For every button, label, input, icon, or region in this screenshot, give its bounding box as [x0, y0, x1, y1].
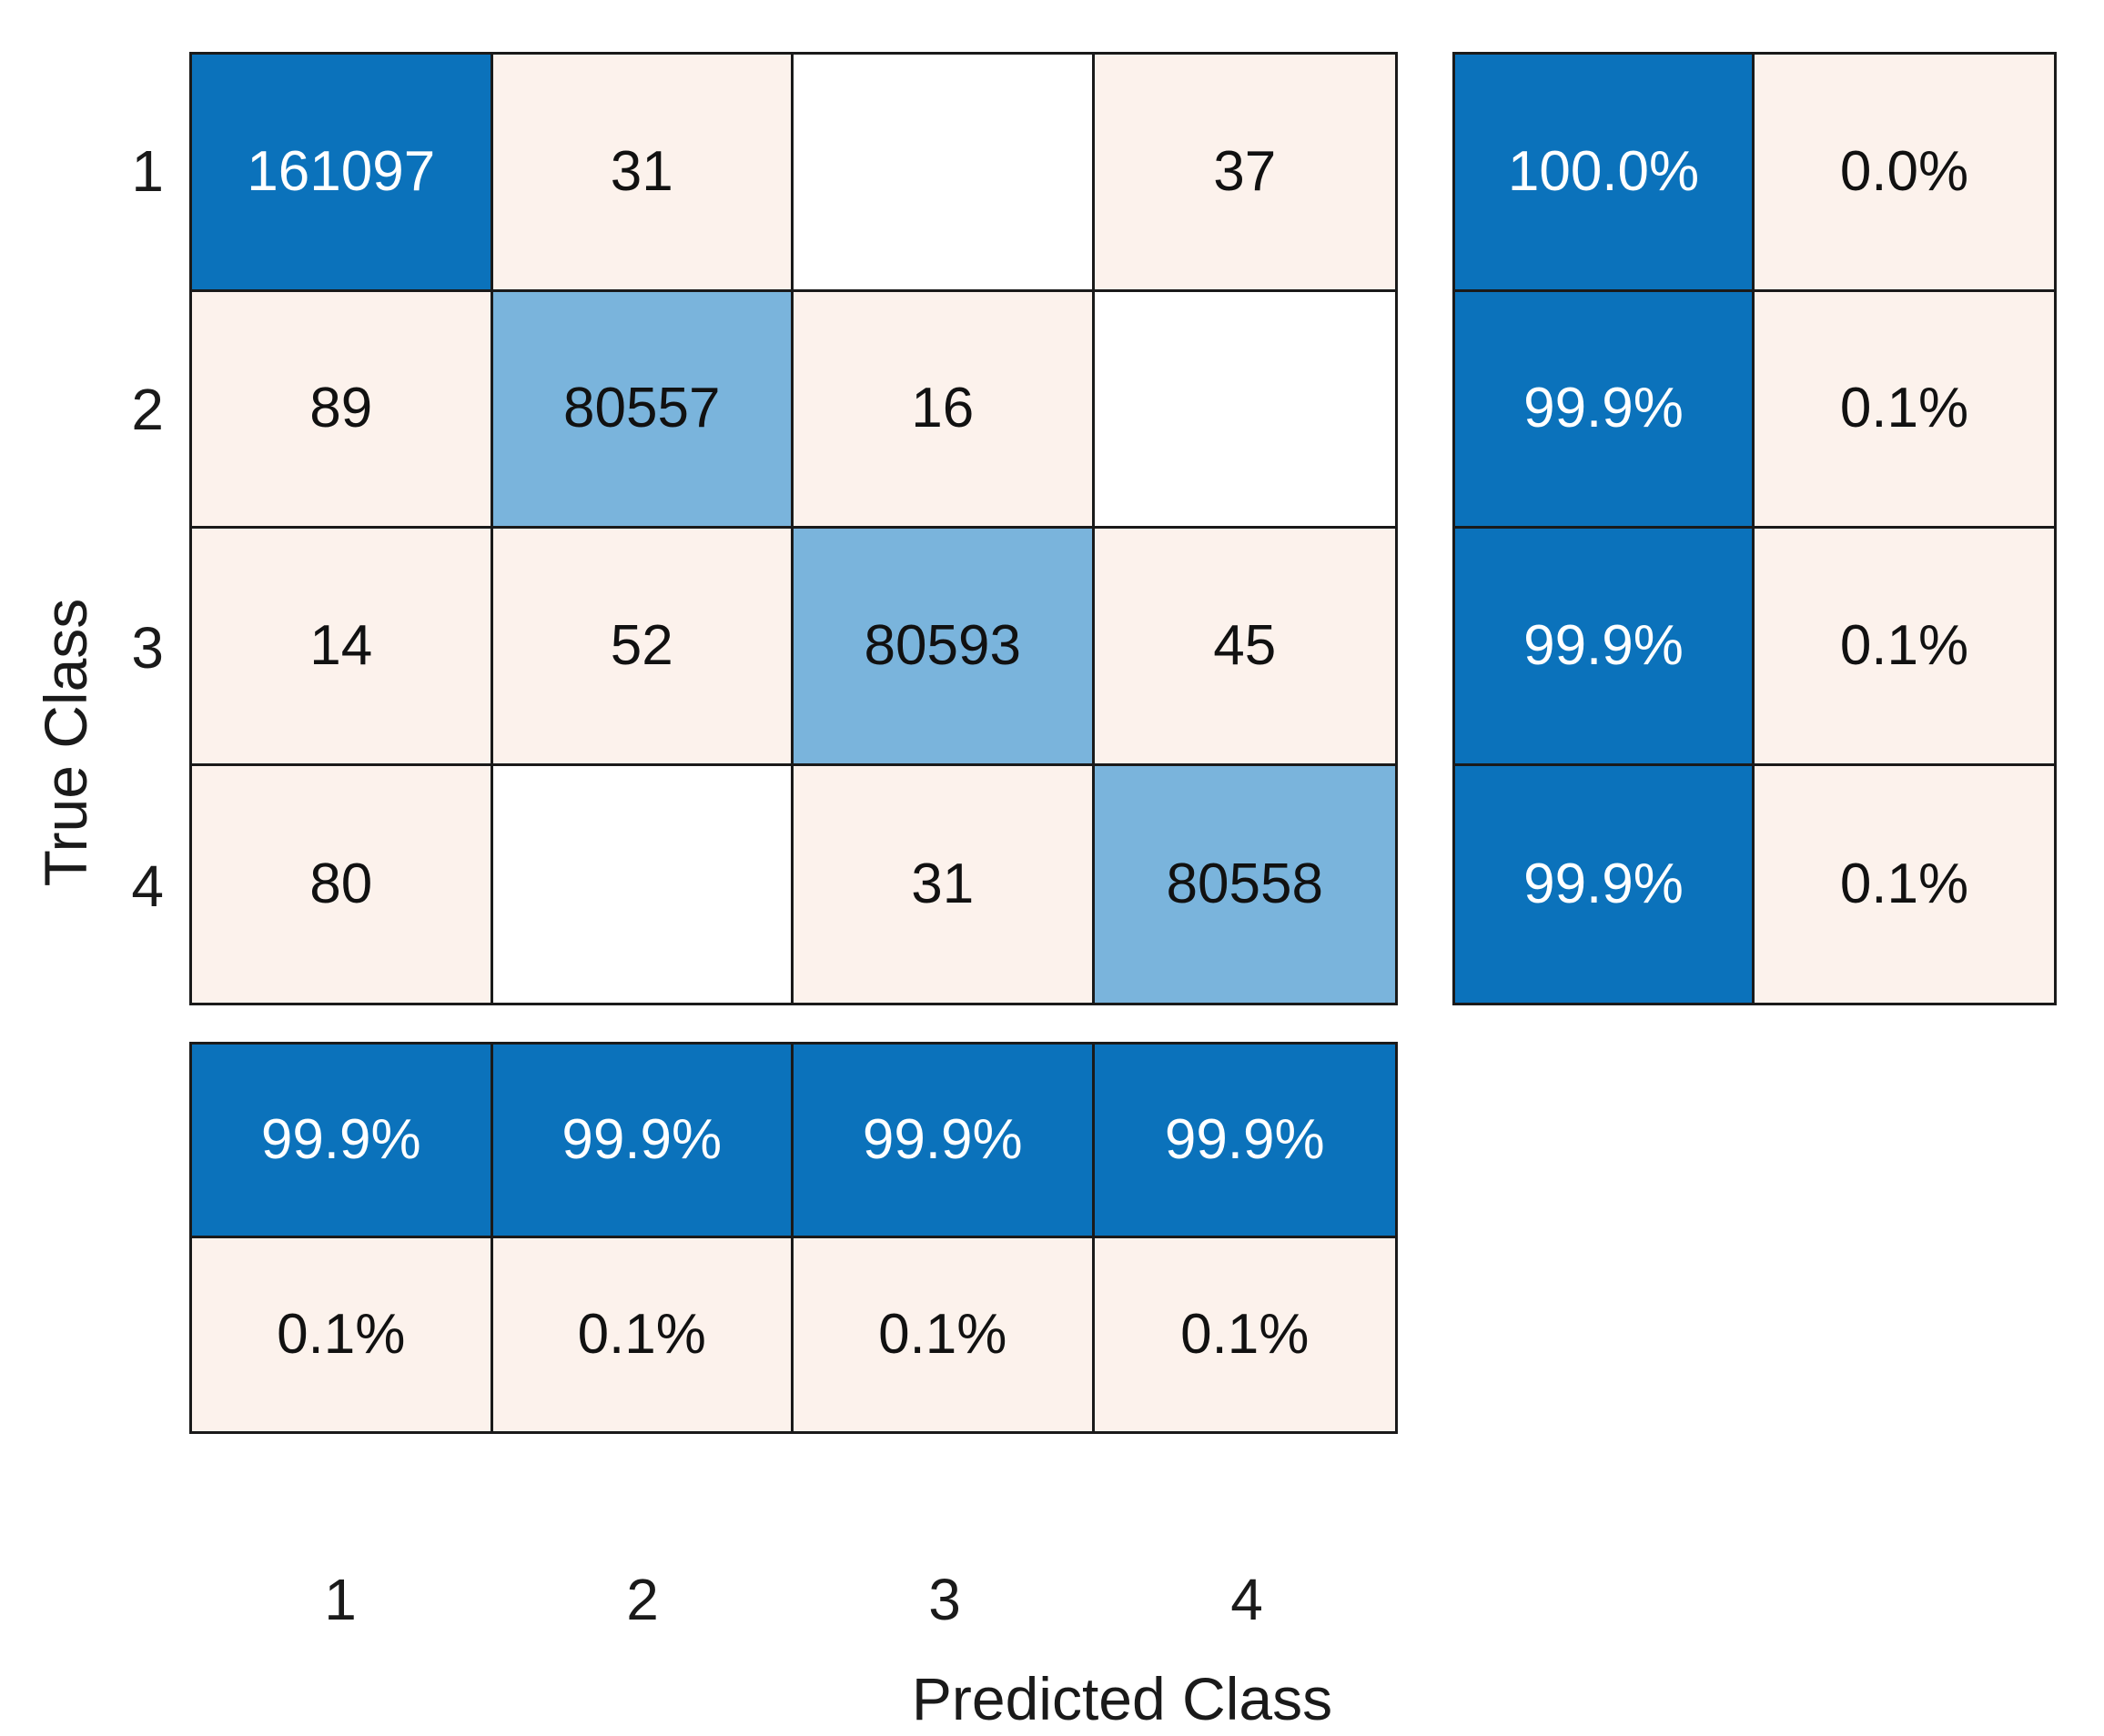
column-summary-grid: 99.9% 99.9% 99.9% 99.9% 0.1% 0.1% 0.1% 0… [189, 1042, 1398, 1434]
column-summary-cell: 0.1% [1094, 1237, 1395, 1431]
row-summary-cell: 99.9% [1455, 765, 1755, 1003]
matrix-cell: 80 [192, 765, 493, 1003]
matrix-cell: 16 [794, 291, 1095, 529]
matrix-cell: 45 [1094, 529, 1395, 766]
row-summary-cell: 0.1% [1755, 529, 2054, 766]
matrix-cell: 52 [492, 529, 794, 766]
matrix-cell: 80593 [794, 529, 1095, 766]
row-summary-cell: 99.9% [1455, 529, 1755, 766]
x-axis-label: Predicted Class [911, 1665, 1333, 1732]
column-summary-cell: 0.1% [192, 1237, 493, 1431]
matrix-cell [492, 765, 794, 1003]
matrix-cell: 14 [192, 529, 493, 766]
matrix-cell [794, 55, 1095, 292]
row-summary-grid: 100.0% 0.0% 99.9% 0.1% 99.9% 0.1% 99.9% … [1452, 52, 2057, 1005]
column-summary-cell: 0.1% [794, 1237, 1095, 1431]
confusion-matrix-grid: 161097 31 37 89 80557 16 14 52 80593 45 … [189, 52, 1398, 1005]
y-tick-2: 2 [131, 377, 164, 442]
matrix-cell: 37 [1094, 55, 1395, 292]
matrix-cell: 89 [192, 291, 493, 529]
row-summary-cell: 0.1% [1755, 765, 2054, 1003]
row-summary-cell: 100.0% [1455, 55, 1755, 292]
matrix-cell: 161097 [192, 55, 493, 292]
y-tick-1: 1 [131, 138, 164, 204]
row-summary-cell: 0.1% [1755, 291, 2054, 529]
x-tick-1: 1 [324, 1567, 357, 1632]
x-tick-3: 3 [928, 1567, 961, 1632]
y-tick-4: 4 [131, 853, 164, 919]
row-summary-cell: 0.0% [1755, 55, 2054, 292]
column-summary-cell: 99.9% [492, 1045, 794, 1238]
column-summary-cell: 99.9% [794, 1045, 1095, 1238]
matrix-cell: 31 [492, 55, 794, 292]
column-summary-cell: 99.9% [1094, 1045, 1395, 1238]
column-summary-cell: 0.1% [492, 1237, 794, 1431]
row-summary-cell: 99.9% [1455, 291, 1755, 529]
x-tick-4: 4 [1230, 1567, 1263, 1632]
matrix-cell [1094, 291, 1395, 529]
matrix-cell: 80557 [492, 291, 794, 529]
matrix-cell: 31 [794, 765, 1095, 1003]
x-tick-2: 2 [626, 1567, 659, 1632]
y-tick-3: 3 [131, 615, 164, 681]
matrix-cell: 80558 [1094, 765, 1395, 1003]
column-summary-cell: 99.9% [192, 1045, 493, 1238]
